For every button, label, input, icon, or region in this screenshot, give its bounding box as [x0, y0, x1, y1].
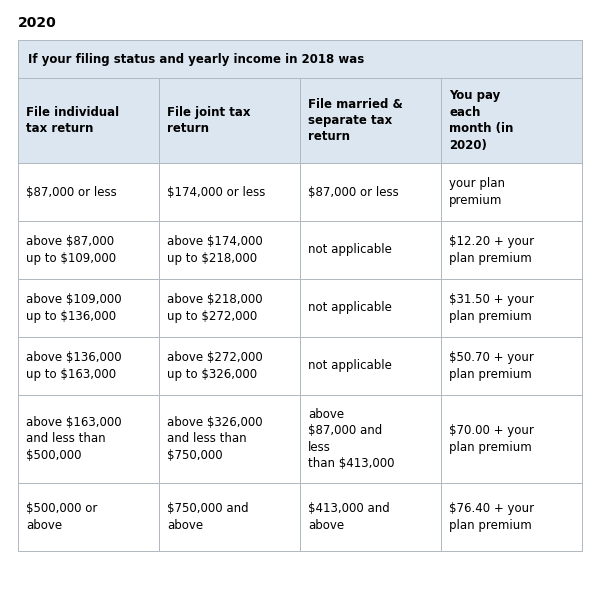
Bar	[18, 395, 159, 483]
Text: above $136,000
up to $163,000: above $136,000 up to $163,000	[26, 351, 122, 381]
Text: above $218,000
up to $272,000: above $218,000 up to $272,000	[167, 293, 263, 323]
Text: File individual
tax return: File individual tax return	[26, 106, 119, 135]
Text: $500,000 or
above: $500,000 or above	[26, 502, 97, 532]
Text: not applicable: not applicable	[308, 301, 392, 314]
Text: $750,000 and
above: $750,000 and above	[167, 502, 248, 532]
Bar	[300, 78, 441, 163]
Bar	[300, 163, 441, 221]
Bar	[300, 279, 441, 337]
Text: $413,000 and
above: $413,000 and above	[308, 502, 390, 532]
Text: your plan
premium: your plan premium	[449, 177, 505, 207]
Bar	[441, 483, 582, 551]
Bar	[18, 483, 159, 551]
Bar	[441, 221, 582, 279]
Text: You pay
each
month (in
2020): You pay each month (in 2020)	[449, 89, 514, 152]
Text: File married &
separate tax
return: File married & separate tax return	[308, 98, 403, 144]
Bar	[18, 221, 159, 279]
Text: not applicable: not applicable	[308, 244, 392, 257]
Text: $70.00 + your
plan premium: $70.00 + your plan premium	[449, 424, 534, 454]
Bar	[159, 395, 300, 483]
Text: $31.50 + your
plan premium: $31.50 + your plan premium	[449, 293, 534, 323]
Bar	[18, 337, 159, 395]
Bar	[159, 279, 300, 337]
Bar	[159, 483, 300, 551]
Text: above
$87,000 and
less
than $413,000: above $87,000 and less than $413,000	[308, 408, 395, 470]
Bar	[18, 163, 159, 221]
Text: above $174,000
up to $218,000: above $174,000 up to $218,000	[167, 235, 263, 265]
Bar	[300, 395, 441, 483]
Text: $76.40 + your
plan premium: $76.40 + your plan premium	[449, 502, 534, 532]
Text: above $109,000
up to $136,000: above $109,000 up to $136,000	[26, 293, 122, 323]
Bar	[18, 78, 159, 163]
Text: above $326,000
and less than
$750,000: above $326,000 and less than $750,000	[167, 416, 263, 462]
Bar	[300, 483, 441, 551]
Bar	[441, 395, 582, 483]
Bar	[441, 279, 582, 337]
Bar	[159, 163, 300, 221]
Bar	[18, 40, 582, 78]
Text: $87,000 or less: $87,000 or less	[308, 185, 399, 198]
Text: above $163,000
and less than
$500,000: above $163,000 and less than $500,000	[26, 416, 122, 462]
Text: above $272,000
up to $326,000: above $272,000 up to $326,000	[167, 351, 263, 381]
Text: If your filing status and yearly income in 2018 was: If your filing status and yearly income …	[28, 53, 364, 66]
Bar	[18, 279, 159, 337]
Text: not applicable: not applicable	[308, 360, 392, 373]
Bar	[159, 78, 300, 163]
Text: $12.20 + your
plan premium: $12.20 + your plan premium	[449, 235, 534, 265]
Bar	[300, 221, 441, 279]
Text: $50.70 + your
plan premium: $50.70 + your plan premium	[449, 351, 534, 381]
Text: above $87,000
up to $109,000: above $87,000 up to $109,000	[26, 235, 116, 265]
Text: File joint tax
return: File joint tax return	[167, 106, 251, 135]
Bar	[441, 163, 582, 221]
Text: 2020: 2020	[18, 16, 57, 30]
Bar	[441, 78, 582, 163]
Bar	[300, 337, 441, 395]
Bar	[159, 221, 300, 279]
Text: $174,000 or less: $174,000 or less	[167, 185, 265, 198]
Text: $87,000 or less: $87,000 or less	[26, 185, 117, 198]
Bar	[159, 337, 300, 395]
Bar	[441, 337, 582, 395]
